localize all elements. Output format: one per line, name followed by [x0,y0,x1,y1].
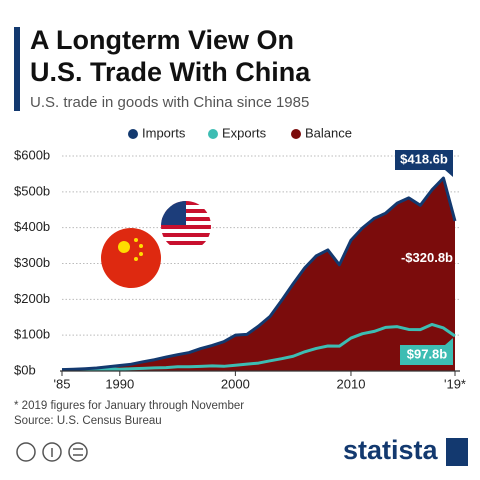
imports-label-pointer [445,170,453,177]
y-tick-label: $300b [14,255,50,270]
chart-title: U.S. Trade With China [30,57,311,87]
y-tick-label: $400b [14,219,50,234]
legend-label: Imports [142,125,186,140]
x-tick-label: 2010 [337,376,366,391]
x-tick-label: 1990 [105,376,134,391]
imports-label-box [395,150,453,170]
exports-line [61,322,456,372]
legend-swatch [291,129,301,139]
chart-subtitle: U.S. trade in goods with China since 198… [30,94,309,111]
plot: $0b $100b $200b $300b $400b $500b $600b '85 1990… [14,125,466,391]
legend-swatch [208,129,218,139]
x-tick-label: '19* [444,376,466,391]
y-tick-label: $600b [14,147,50,162]
y-tick-label: $500b [14,183,50,198]
exports-label-box [400,345,453,365]
footnote: * 2019 figures for January through Novem… [14,400,244,412]
exports-label-pointer [445,338,453,345]
legend-swatch [128,129,138,139]
y-tick-label: $200b [14,291,50,306]
balance-area [62,178,455,370]
x-tick-label: 2000 [221,376,250,391]
x-tick-label: '85 [54,376,71,391]
chart-title: A Longterm View On [30,25,294,55]
legend-label: Exports [222,125,267,140]
license-icons [16,442,88,462]
flag-us [161,201,211,251]
y-tick-label: $0b [14,362,36,377]
title-accent [14,27,20,111]
exports-value-label: $97.8b [407,346,448,361]
legend-label: Balance [305,125,352,140]
imports-line [61,176,457,372]
imports-value-label: $418.6b [400,151,448,166]
brand-icon [446,438,468,466]
y-tick-label: $100b [14,327,50,342]
brand-logo: statista [343,435,439,465]
source: Source: U.S. Census Bureau [14,415,162,427]
balance-value-label: -$320.8b [401,250,453,265]
flag-china [101,228,161,288]
